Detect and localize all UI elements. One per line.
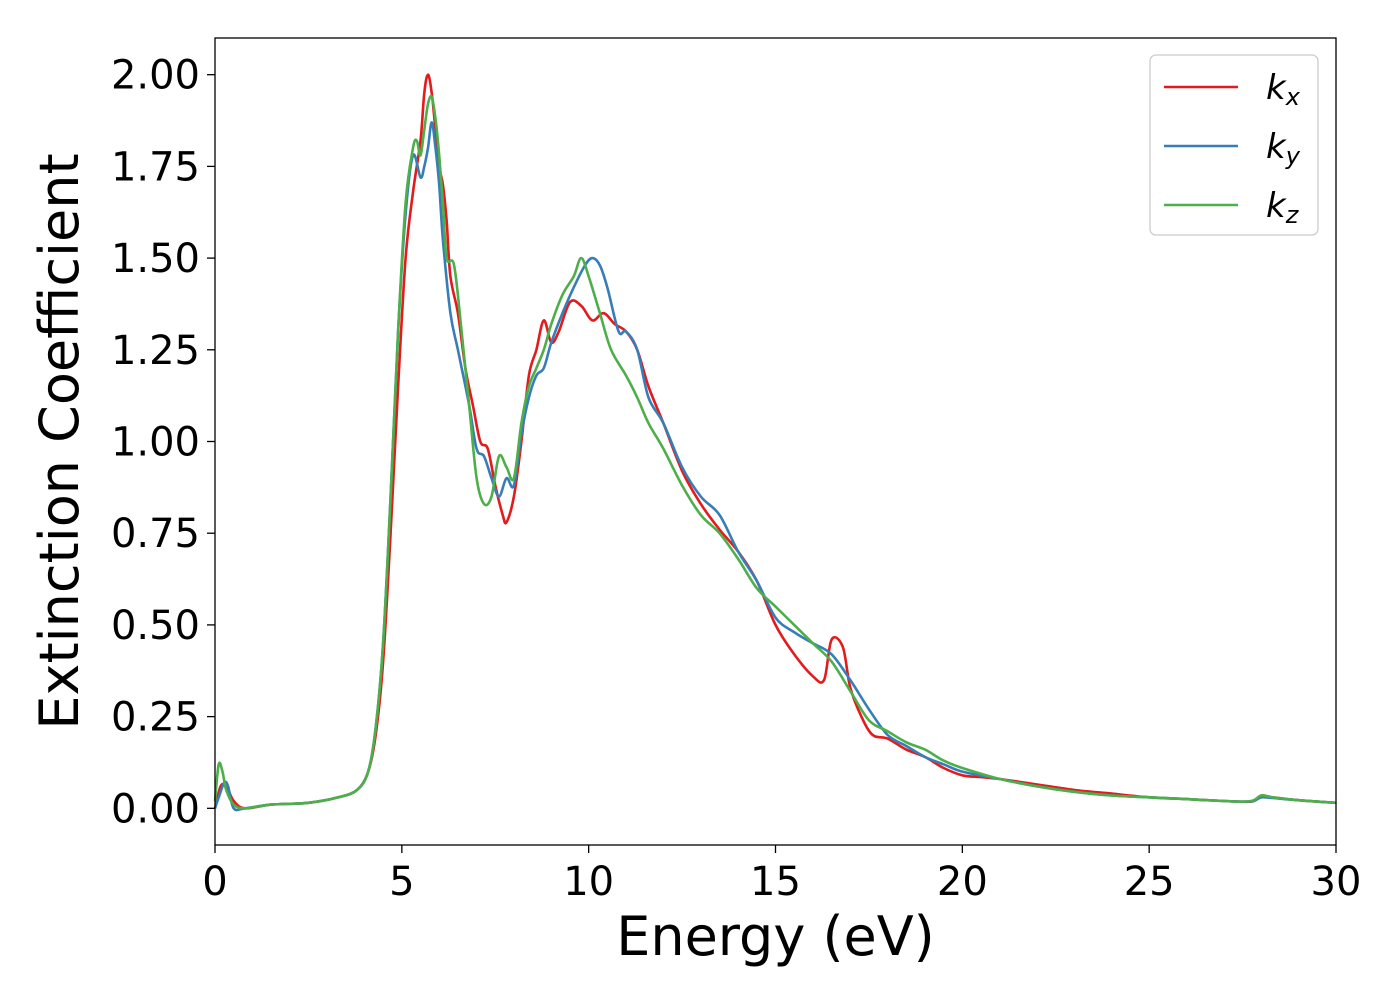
- y-tick-label: 1.25: [111, 328, 200, 374]
- x-axis-title: Energy (eV): [616, 905, 935, 968]
- x-axis: 0 5 10 15 20 25 30: [202, 845, 1361, 905]
- y-tick-label: 2.00: [111, 53, 200, 99]
- y-tick-label: 0.75: [111, 511, 200, 557]
- series-line-kz: [213, 94, 1337, 810]
- x-tick-label: 25: [1124, 859, 1175, 905]
- series-line-kx: [213, 73, 1337, 810]
- y-tick-label: 0.00: [111, 786, 200, 832]
- x-tick-label: 10: [563, 859, 614, 905]
- x-tick-label: 20: [937, 859, 988, 905]
- x-tick-label: 30: [1311, 859, 1362, 905]
- y-tick-label: 1.50: [111, 236, 200, 282]
- y-tick-label: 1.00: [111, 420, 200, 466]
- y-tick-label: 0.50: [111, 603, 200, 649]
- x-tick-label: 5: [389, 859, 414, 905]
- y-axis-title: Extinction Coefficient: [28, 153, 91, 729]
- x-tick-label: 15: [750, 859, 801, 905]
- plot-lines: [213, 73, 1337, 812]
- y-tick-label: 1.75: [111, 144, 200, 190]
- x-tick-label: 0: [202, 859, 227, 905]
- y-tick-label: 0.25: [111, 695, 200, 741]
- y-axis: 0.00 0.25 0.50 0.75 1.00 1.25 1.50 1.75 2.00: [111, 53, 215, 832]
